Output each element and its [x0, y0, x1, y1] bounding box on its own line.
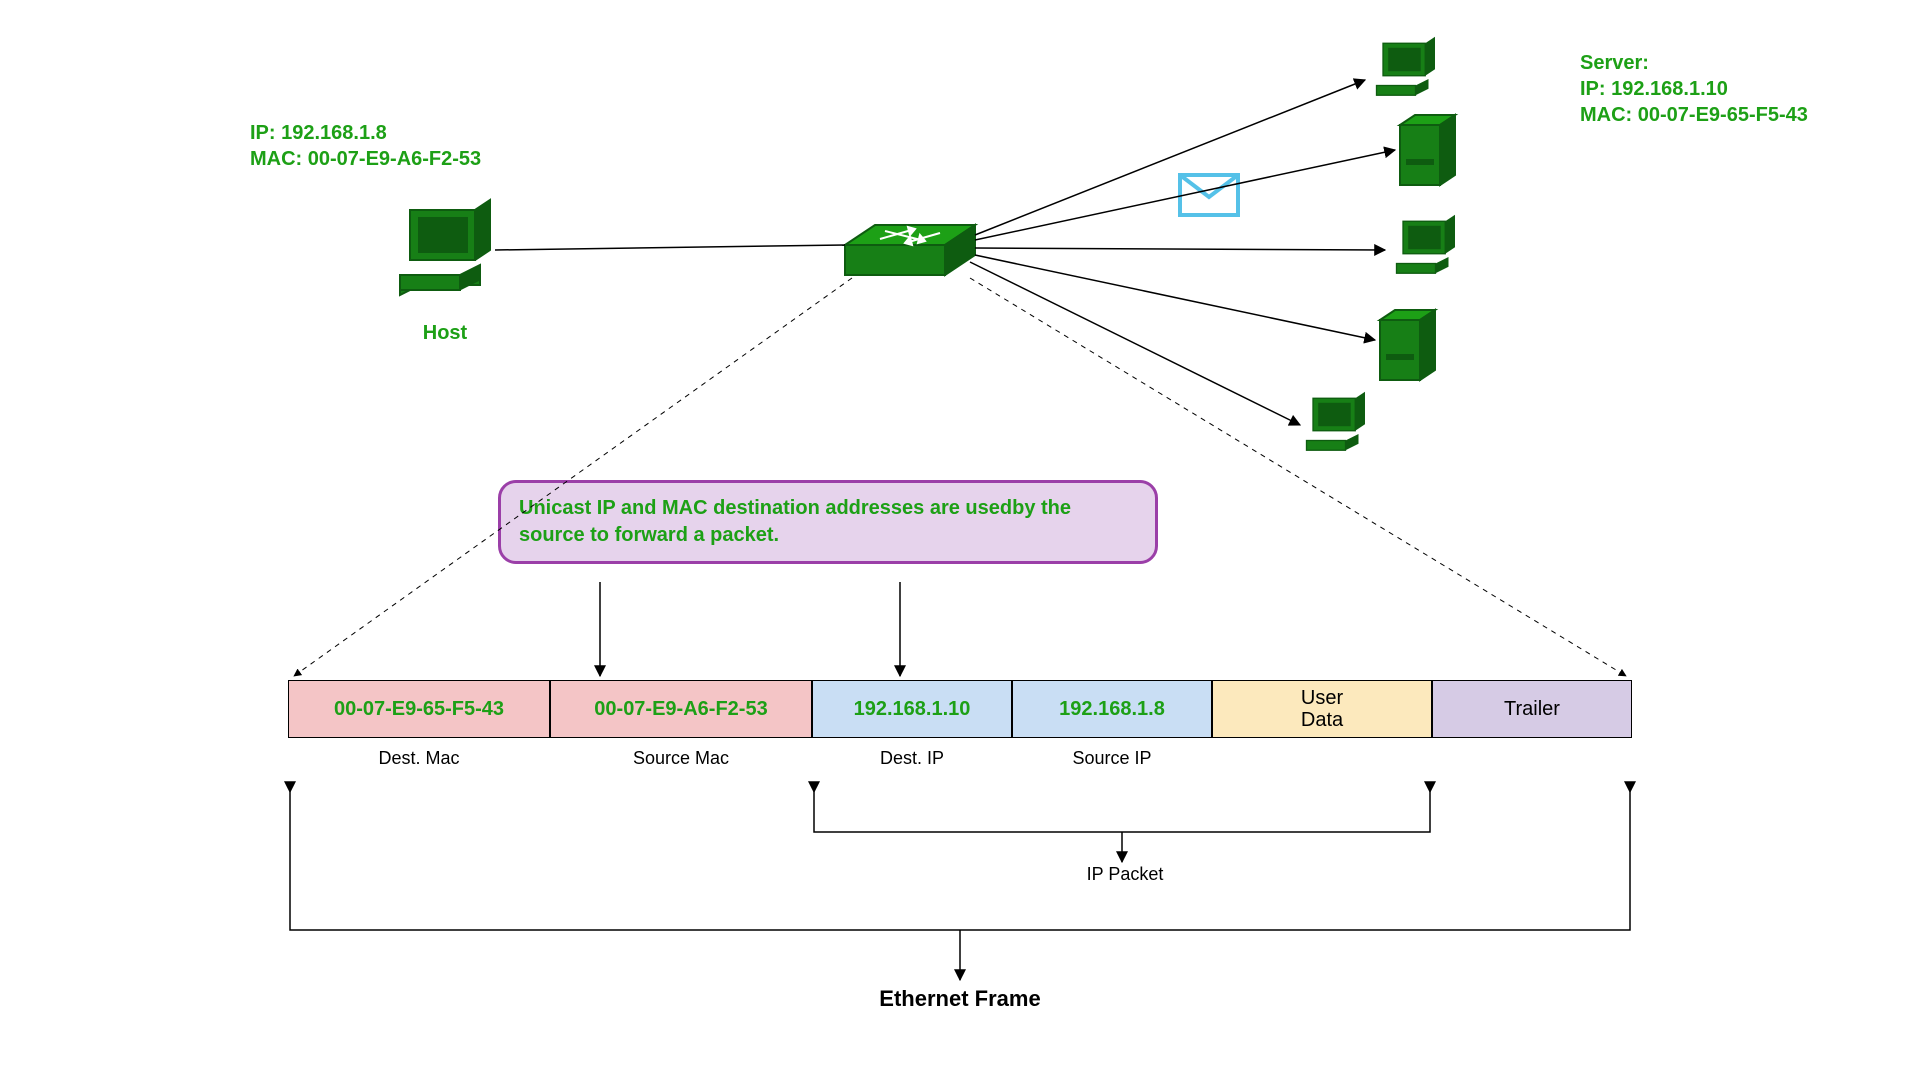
link-switch-dest1	[975, 80, 1365, 235]
host-label: Host	[405, 320, 485, 346]
dest-computer-2-icon	[1397, 215, 1456, 274]
link-host-switch	[495, 245, 845, 250]
cell-source-mac: 00-07-E9-A6-F2-53	[550, 680, 812, 738]
server-mac: MAC: 00-07-E9-65-F5-43	[1580, 102, 1808, 128]
label-dest-mac: Dest. Mac	[288, 748, 550, 769]
cell-trailer-value: Trailer	[1504, 698, 1560, 721]
link-switch-dest3	[975, 248, 1385, 250]
callout-box: Unicast IP and MAC destination addresses…	[498, 480, 1158, 564]
link-switch-dest2	[975, 150, 1395, 240]
label-dest-ip: Dest. IP	[812, 748, 1012, 769]
proj-left	[294, 278, 852, 676]
cell-dest-ip-value: 192.168.1.10	[854, 698, 971, 721]
link-switch-dest5	[970, 262, 1300, 425]
dest-computer-1-icon	[1377, 37, 1436, 96]
host-computer-icon	[400, 200, 490, 295]
dest-computer-3-icon	[1307, 392, 1366, 451]
link-switch-dest4	[975, 255, 1375, 340]
cell-user-data-value: User Data	[1301, 687, 1343, 731]
cell-source-mac-value: 00-07-E9-A6-F2-53	[594, 698, 767, 721]
switch-icon	[845, 225, 975, 275]
ip-packet-bracket	[814, 792, 1430, 862]
server-info: Server: IP: 192.168.1.10 MAC: 00-07-E9-6…	[1580, 50, 1808, 128]
host-mac: MAC: 00-07-E9-A6-F2-53	[250, 146, 481, 172]
label-ethernet-frame: Ethernet Frame	[820, 986, 1100, 1012]
label-source-mac: Source Mac	[550, 748, 812, 769]
cell-dest-mac-value: 00-07-E9-65-F5-43	[334, 698, 504, 721]
dest-server-1-icon	[1400, 115, 1455, 185]
host-ip: IP: 192.168.1.8	[250, 120, 481, 146]
host-info: IP: 192.168.1.8 MAC: 00-07-E9-A6-F2-53	[250, 120, 481, 172]
cell-trailer: Trailer	[1432, 680, 1632, 738]
ethernet-frame-bracket	[290, 792, 1630, 980]
callout-text: Unicast IP and MAC destination addresses…	[519, 497, 1071, 546]
server-title: Server:	[1580, 50, 1808, 76]
proj-right	[970, 278, 1626, 676]
cell-user-data: User Data	[1212, 680, 1432, 738]
envelope-icon	[1180, 175, 1238, 215]
cell-dest-ip: 192.168.1.10	[812, 680, 1012, 738]
server-ip: IP: 192.168.1.10	[1580, 76, 1808, 102]
cell-source-ip: 192.168.1.8	[1012, 680, 1212, 738]
label-source-ip: Source IP	[1012, 748, 1212, 769]
dest-server-2-icon	[1380, 310, 1435, 380]
cell-dest-mac: 00-07-E9-65-F5-43	[288, 680, 550, 738]
cell-source-ip-value: 192.168.1.8	[1059, 698, 1165, 721]
label-ip-packet: IP Packet	[1030, 864, 1220, 885]
